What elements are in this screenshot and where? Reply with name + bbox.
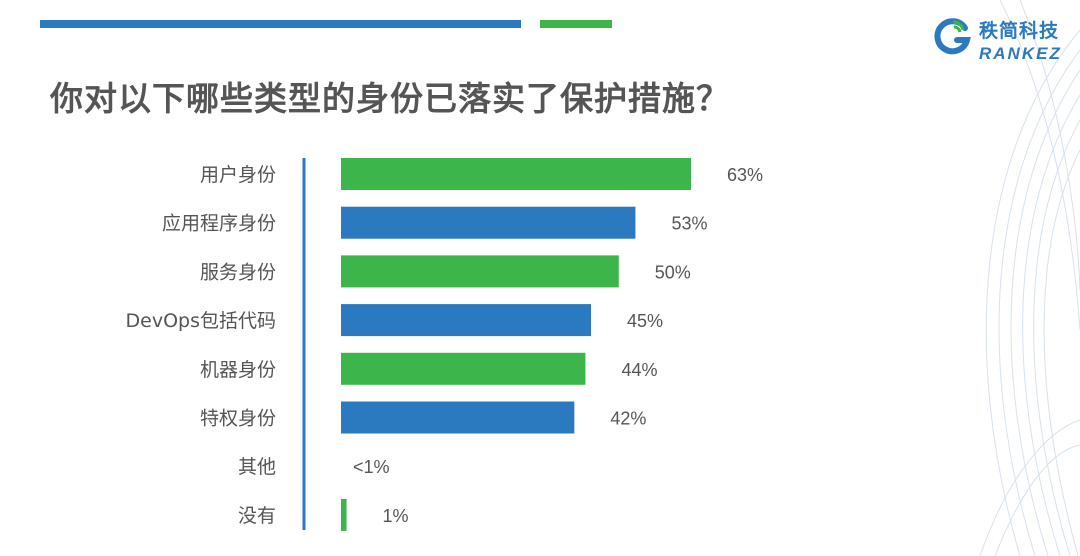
- bar: [341, 498, 347, 531]
- data-label: 45%: [627, 311, 663, 331]
- data-label: 63%: [727, 165, 763, 185]
- logo-text-en: RANKEZ: [979, 44, 1062, 63]
- header-accent-bar-blue: [40, 20, 521, 28]
- data-label: 53%: [671, 214, 707, 234]
- bar: [341, 352, 586, 385]
- logo-text-cn: 秩简科技: [979, 20, 1060, 42]
- data-label: 1%: [383, 506, 409, 526]
- category-label: 服务身份: [200, 261, 276, 283]
- header-accent-bar-green: [540, 20, 612, 28]
- bar: [341, 158, 691, 190]
- category-label: 用户身份: [200, 164, 276, 186]
- category-label: 没有: [238, 505, 276, 527]
- data-label: 42%: [610, 409, 646, 429]
- bar: [341, 401, 575, 434]
- data-label: 50%: [655, 262, 691, 282]
- category-label: 特权身份: [200, 408, 276, 430]
- category-label: 机器身份: [200, 359, 276, 381]
- category-label: 应用程序身份: [162, 213, 276, 235]
- bar: [341, 304, 591, 337]
- bar: [341, 206, 636, 239]
- page-title: 你对以下哪些类型的身份已落实了保护措施？: [50, 79, 730, 118]
- data-label: 44%: [621, 360, 657, 380]
- bar: [341, 255, 619, 288]
- category-label: 其他: [238, 456, 276, 478]
- logo-mark-icon: [934, 18, 971, 55]
- company-logo: 秩简科技 RANKEZ: [933, 14, 1073, 64]
- category-label: DevOps包括代码: [126, 310, 276, 332]
- data-label: <1%: [353, 457, 390, 477]
